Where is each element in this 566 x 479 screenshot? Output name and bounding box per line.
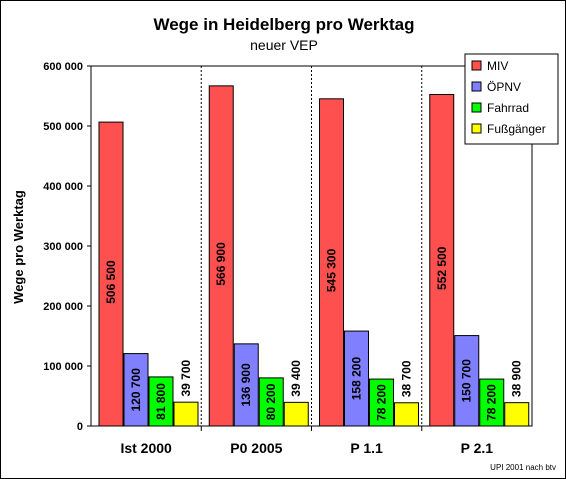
bar-value-label: 566 900	[214, 242, 228, 286]
bar--pnv	[344, 330, 369, 427]
bar-value-label: 38 700	[400, 360, 414, 397]
bar--pnv	[123, 353, 149, 427]
x-tick-label: P 2.1	[461, 440, 494, 456]
chart-subtitle: neuer VEP	[250, 37, 318, 53]
bars-group	[98, 85, 530, 427]
bar-value-label: 552 500	[435, 246, 449, 290]
bar-fahrrad	[258, 377, 284, 427]
legend-label: Fahrrad	[487, 101, 529, 115]
bar-fahrrad	[369, 378, 394, 427]
y-axis-title: Wege pro Werktag	[11, 190, 26, 304]
bar--pnv	[454, 335, 480, 427]
bar-fu-g-nger	[504, 402, 530, 427]
bar-value-label: 38 900	[510, 360, 524, 397]
legend-swatch	[471, 123, 482, 134]
bar-fu-g-nger	[173, 401, 199, 427]
bar-value-label: 545 300	[325, 248, 339, 292]
x-axis: Ist 2000 P0 2005 P 1.1 P 2.1	[120, 426, 493, 456]
bar-value-label: 78 200	[375, 384, 389, 421]
bar-fu-g-nger	[283, 401, 309, 427]
legend-swatch	[471, 60, 482, 71]
bar-miv	[429, 94, 455, 427]
bar-value-label: 136 900	[239, 363, 253, 407]
y-tick-label: 600 000	[43, 61, 83, 73]
bar-value-label: 78 200	[485, 384, 499, 421]
y-tick-label: 500 000	[43, 121, 83, 133]
bar-miv	[98, 121, 124, 427]
legend-swatch	[471, 81, 482, 92]
credit-text: UPI 2001 nach btv	[490, 463, 556, 472]
y-tick-label: 300 000	[43, 241, 83, 253]
bar-miv	[319, 98, 344, 427]
legend-label: ÖPNV	[487, 80, 521, 94]
bar-labels-group: 506 500 566 900 545 300 552 500 120 700 136 9…	[104, 242, 524, 421]
x-tick-label: P0 2005	[230, 440, 282, 456]
legend-label: MIV	[487, 59, 508, 73]
bar-value-label: 158 200	[350, 357, 364, 401]
y-tick-label: 400 000	[43, 181, 83, 193]
bar-value-label: 39 700	[179, 360, 193, 397]
bar-fu-g-nger	[394, 402, 419, 427]
bar-fahrrad	[148, 376, 174, 427]
y-tick-label: 0	[77, 421, 83, 433]
legend-label: Fußgänger	[487, 122, 546, 136]
bar-value-label: 81 800	[154, 383, 168, 420]
bar-fahrrad	[479, 378, 505, 427]
category-separators	[200, 66, 423, 426]
legend: MIV ÖPNV Fahrrad Fußgänger	[464, 53, 559, 145]
x-tick-label: Ist 2000	[120, 440, 172, 456]
bar-miv	[208, 85, 234, 427]
y-tick-label: 200 000	[43, 301, 83, 313]
legend-swatch	[471, 102, 482, 113]
bar-value-label: 506 500	[104, 260, 118, 304]
chart-title: Wege in Heidelberg pro Werktag	[153, 15, 414, 34]
y-tick-label: 100 000	[43, 361, 83, 373]
bar-value-label: 150 700	[460, 359, 474, 403]
x-tick-label: P 1.1	[350, 440, 383, 456]
bar-value-label: 120 700	[129, 368, 143, 412]
y-axis: 0 100 000 200 000 300 000 400 000 500 000 600 …	[43, 61, 91, 433]
bar-value-label: 39 400	[289, 360, 303, 397]
bar-value-label: 80 200	[264, 383, 278, 420]
bar--pnv	[233, 343, 259, 427]
